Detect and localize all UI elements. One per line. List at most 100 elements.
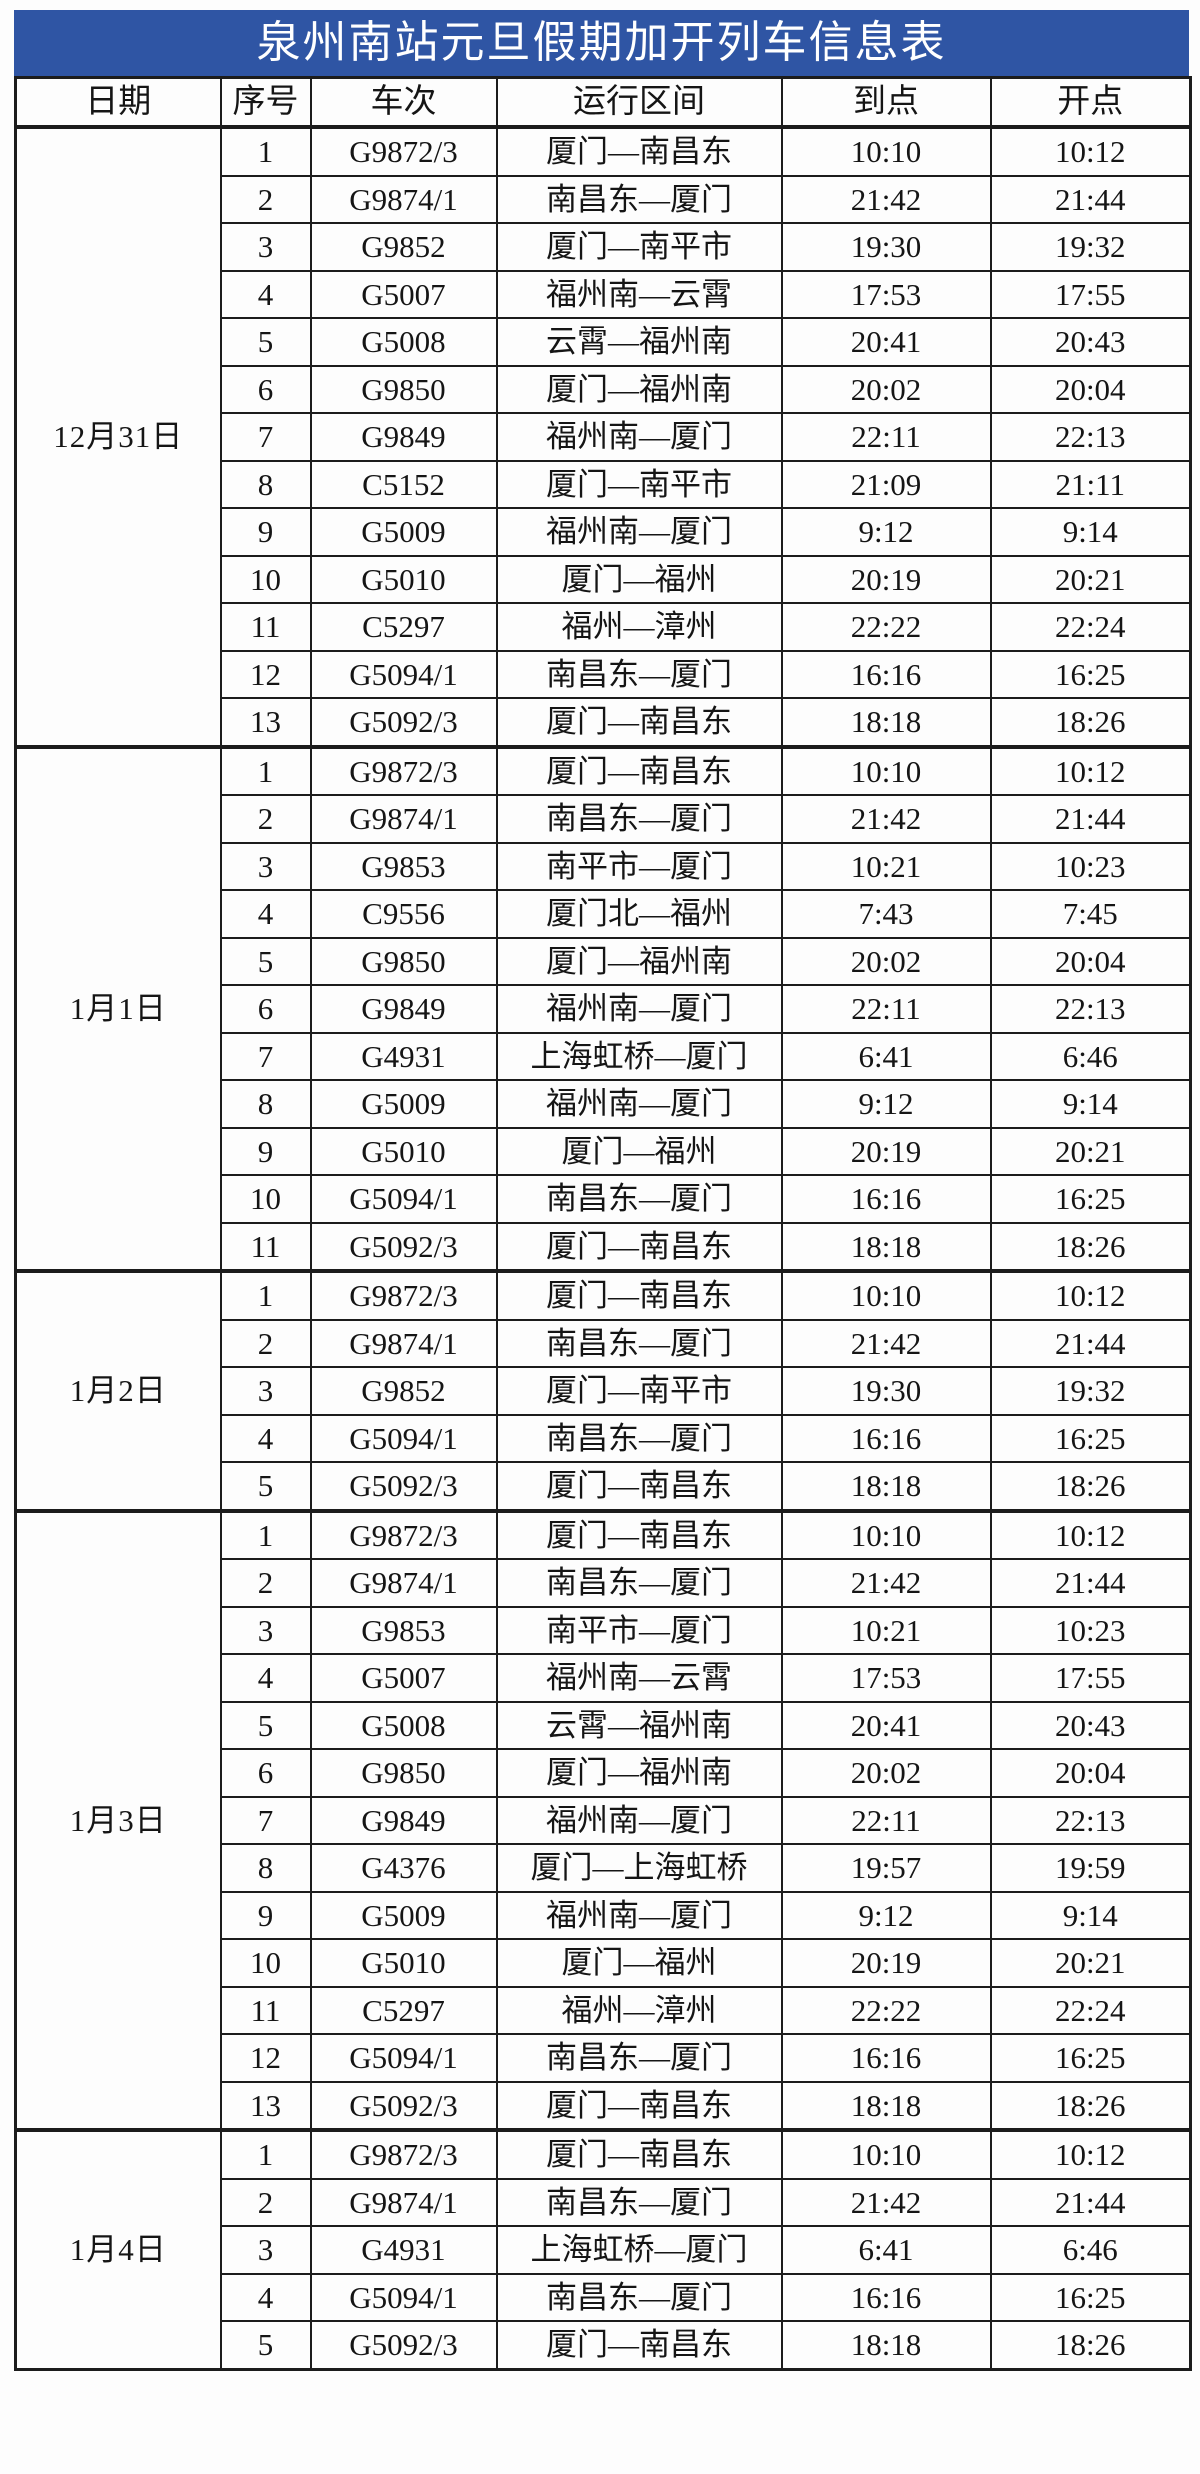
cell-departure: 18:26 bbox=[989, 1221, 1192, 1272]
cell-arrival: 18:18 bbox=[780, 1221, 992, 1272]
cell-route: 厦门—南昌东 bbox=[495, 1508, 783, 1560]
cell-train-no: G5010 bbox=[309, 1126, 498, 1176]
column-header-train-no: 车次 bbox=[309, 76, 498, 129]
date-group-cell: 1月3日 bbox=[14, 1508, 222, 2131]
table-row: 7 G9849 福州南—厦门 22:11 22:13 bbox=[16, 412, 1192, 462]
cell-train-no: G5094/1 bbox=[309, 1174, 498, 1224]
cell-route: 福州南—厦门 bbox=[495, 1795, 783, 1845]
cell-route: 福州—漳州 bbox=[495, 1985, 783, 2035]
table-row: 5 G5008 云霄—福州南 20:41 20:43 bbox=[16, 1700, 1192, 1750]
cell-route: 厦门—福州南 bbox=[495, 936, 783, 986]
table-row: 4 G5007 福州南—云霄 17:53 17:55 bbox=[16, 1653, 1192, 1703]
cell-route: 南昌东—厦门 bbox=[495, 2033, 783, 2083]
table-row: 2 G9874/1 南昌东—厦门 21:42 21:44 bbox=[16, 174, 1192, 224]
cell-seq: 3 bbox=[219, 1605, 312, 1655]
cell-departure: 9:14 bbox=[989, 507, 1192, 557]
table-row: 9 G5009 福州南—厦门 9:12 9:14 bbox=[16, 507, 1192, 557]
cell-departure: 9:14 bbox=[989, 1079, 1192, 1129]
cell-arrival: 21:09 bbox=[780, 459, 992, 509]
cell-route: 南昌东—厦门 bbox=[495, 2177, 783, 2227]
column-header-arrival: 到点 bbox=[780, 76, 992, 129]
cell-route: 云霄—福州南 bbox=[495, 317, 783, 367]
table-row: 1月2日 1 G9872/3 厦门—南昌东 10:10 10:12 bbox=[14, 1269, 1192, 1512]
cell-departure: 22:13 bbox=[989, 984, 1192, 1034]
table-row: 12 G5094/1 南昌东—厦门 16:16 16:25 bbox=[16, 2033, 1192, 2083]
table-row: 10 G5010 厦门—福州 20:19 20:21 bbox=[16, 554, 1192, 604]
cell-seq: 8 bbox=[219, 459, 312, 509]
cell-arrival: 21:42 bbox=[780, 174, 992, 224]
cell-seq: 1 bbox=[219, 1269, 312, 1321]
cell-route: 南昌东—厦门 bbox=[495, 794, 783, 844]
cell-arrival: 16:16 bbox=[780, 2272, 992, 2322]
table-row: 4 G5007 福州南—云霄 17:53 17:55 bbox=[16, 269, 1192, 319]
table-row: 1月1日 1 G9872/3 厦门—南昌东 10:10 10:12 bbox=[14, 744, 1192, 1272]
cell-seq: 5 bbox=[219, 936, 312, 986]
cell-departure: 16:25 bbox=[989, 1413, 1192, 1463]
cell-route: 厦门—南昌东 bbox=[495, 744, 783, 796]
table-row: 8 G5009 福州南—厦门 9:12 9:14 bbox=[16, 1079, 1192, 1129]
cell-seq: 5 bbox=[219, 317, 312, 367]
train-table: 日期 序号 车次 运行区间 到点 开点 12月31日 1 G9872/3 厦门—南昌东 10:10… bbox=[14, 76, 1192, 2371]
cell-arrival: 10:10 bbox=[780, 744, 992, 796]
cell-departure: 21:11 bbox=[989, 459, 1192, 509]
cell-train-no: G9849 bbox=[309, 412, 498, 462]
cell-train-no: G5008 bbox=[309, 317, 498, 367]
cell-seq: 13 bbox=[219, 2080, 312, 2131]
table-row: 5 G5092/3 厦门—南昌东 18:18 18:26 bbox=[16, 1461, 1192, 1512]
cell-seq: 5 bbox=[219, 1461, 312, 1512]
cell-route: 厦门—南昌东 bbox=[495, 1269, 783, 1321]
table-row: 1月4日 1 G9872/3 厦门—南昌东 10:10 10:12 bbox=[14, 2128, 1192, 2370]
cell-train-no: G9852 bbox=[309, 1366, 498, 1416]
cell-route: 厦门—南平市 bbox=[495, 1366, 783, 1416]
cell-route: 厦门—福州 bbox=[495, 1126, 783, 1176]
cell-seq: 10 bbox=[219, 1174, 312, 1224]
cell-departure: 16:25 bbox=[989, 649, 1192, 699]
cell-arrival: 6:41 bbox=[780, 2225, 992, 2275]
cell-train-no: G5094/1 bbox=[309, 649, 498, 699]
cell-train-no: G5007 bbox=[309, 1653, 498, 1703]
cell-arrival: 22:22 bbox=[780, 602, 992, 652]
table-row: 6 G9849 福州南—厦门 22:11 22:13 bbox=[16, 984, 1192, 1034]
cell-arrival: 10:10 bbox=[780, 1269, 992, 1321]
cell-departure: 21:44 bbox=[989, 794, 1192, 844]
cell-train-no: G9852 bbox=[309, 222, 498, 272]
cell-train-no: G9872/3 bbox=[309, 125, 498, 177]
table-row: 5 G5008 云霄—福州南 20:41 20:43 bbox=[16, 317, 1192, 367]
cell-arrival: 18:18 bbox=[780, 697, 992, 748]
cell-train-no: G5092/3 bbox=[309, 2080, 498, 2131]
cell-departure: 20:21 bbox=[989, 1938, 1192, 1988]
cell-arrival: 9:12 bbox=[780, 1890, 992, 1940]
cell-route: 厦门—南昌东 bbox=[495, 2320, 783, 2370]
cell-arrival: 10:10 bbox=[780, 1508, 992, 1560]
cell-route: 厦门—福州南 bbox=[495, 364, 783, 414]
cell-seq: 1 bbox=[219, 744, 312, 796]
cell-train-no: G4931 bbox=[309, 1031, 498, 1081]
column-header-date: 日期 bbox=[14, 76, 222, 129]
table-row: 4 G5094/1 南昌东—厦门 16:16 16:25 bbox=[16, 2272, 1192, 2322]
cell-train-no: G4931 bbox=[309, 2225, 498, 2275]
cell-departure: 6:46 bbox=[989, 2225, 1192, 2275]
cell-seq: 8 bbox=[219, 1079, 312, 1129]
cell-seq: 10 bbox=[219, 554, 312, 604]
cell-arrival: 21:42 bbox=[780, 1558, 992, 1608]
cell-departure: 20:43 bbox=[989, 317, 1192, 367]
cell-arrival: 17:53 bbox=[780, 269, 992, 319]
cell-arrival: 20:19 bbox=[780, 1126, 992, 1176]
table-row: 9 G5009 福州南—厦门 9:12 9:14 bbox=[16, 1890, 1192, 1940]
cell-departure: 10:12 bbox=[989, 2128, 1192, 2180]
cell-seq: 5 bbox=[219, 2320, 312, 2370]
cell-route: 福州南—云霄 bbox=[495, 269, 783, 319]
cell-train-no: G5092/3 bbox=[309, 697, 498, 748]
cell-train-no: G9874/1 bbox=[309, 1558, 498, 1608]
cell-train-no: G9872/3 bbox=[309, 1269, 498, 1321]
cell-seq: 6 bbox=[219, 984, 312, 1034]
cell-train-no: G5094/1 bbox=[309, 1413, 498, 1463]
table-row: 11 C5297 福州—漳州 22:22 22:24 bbox=[16, 602, 1192, 652]
cell-route: 南昌东—厦门 bbox=[495, 1413, 783, 1463]
cell-departure: 22:24 bbox=[989, 1985, 1192, 2035]
cell-train-no: G9853 bbox=[309, 841, 498, 891]
cell-train-no: G5010 bbox=[309, 1938, 498, 1988]
cell-departure: 20:21 bbox=[989, 1126, 1192, 1176]
cell-train-no: G5008 bbox=[309, 1700, 498, 1750]
cell-route: 厦门—福州 bbox=[495, 554, 783, 604]
